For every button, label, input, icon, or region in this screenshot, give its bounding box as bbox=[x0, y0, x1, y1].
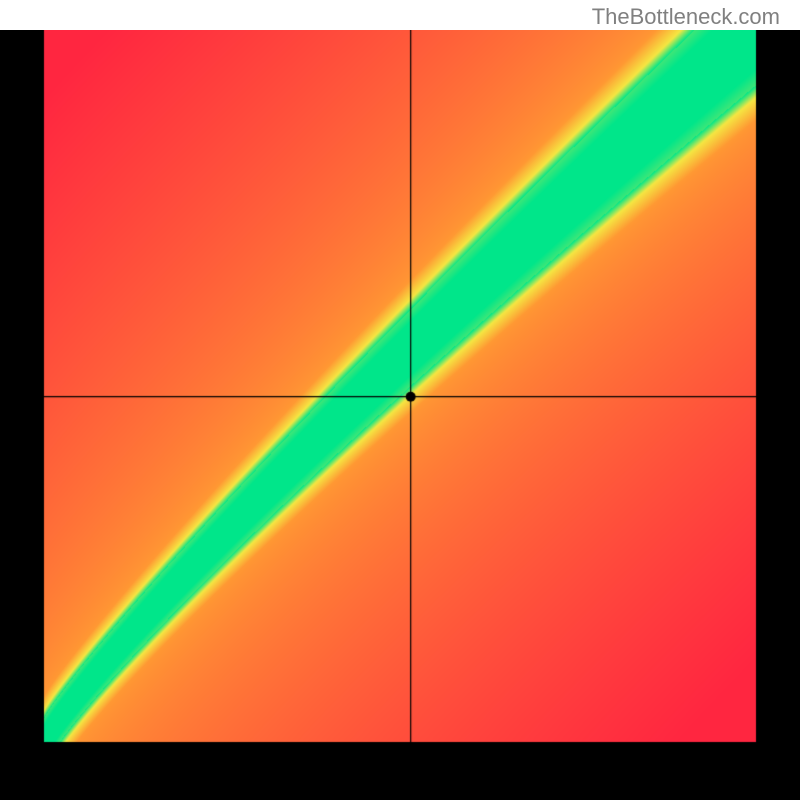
watermark-text: TheBottleneck.com bbox=[592, 4, 780, 30]
heatmap-plot bbox=[0, 30, 800, 800]
